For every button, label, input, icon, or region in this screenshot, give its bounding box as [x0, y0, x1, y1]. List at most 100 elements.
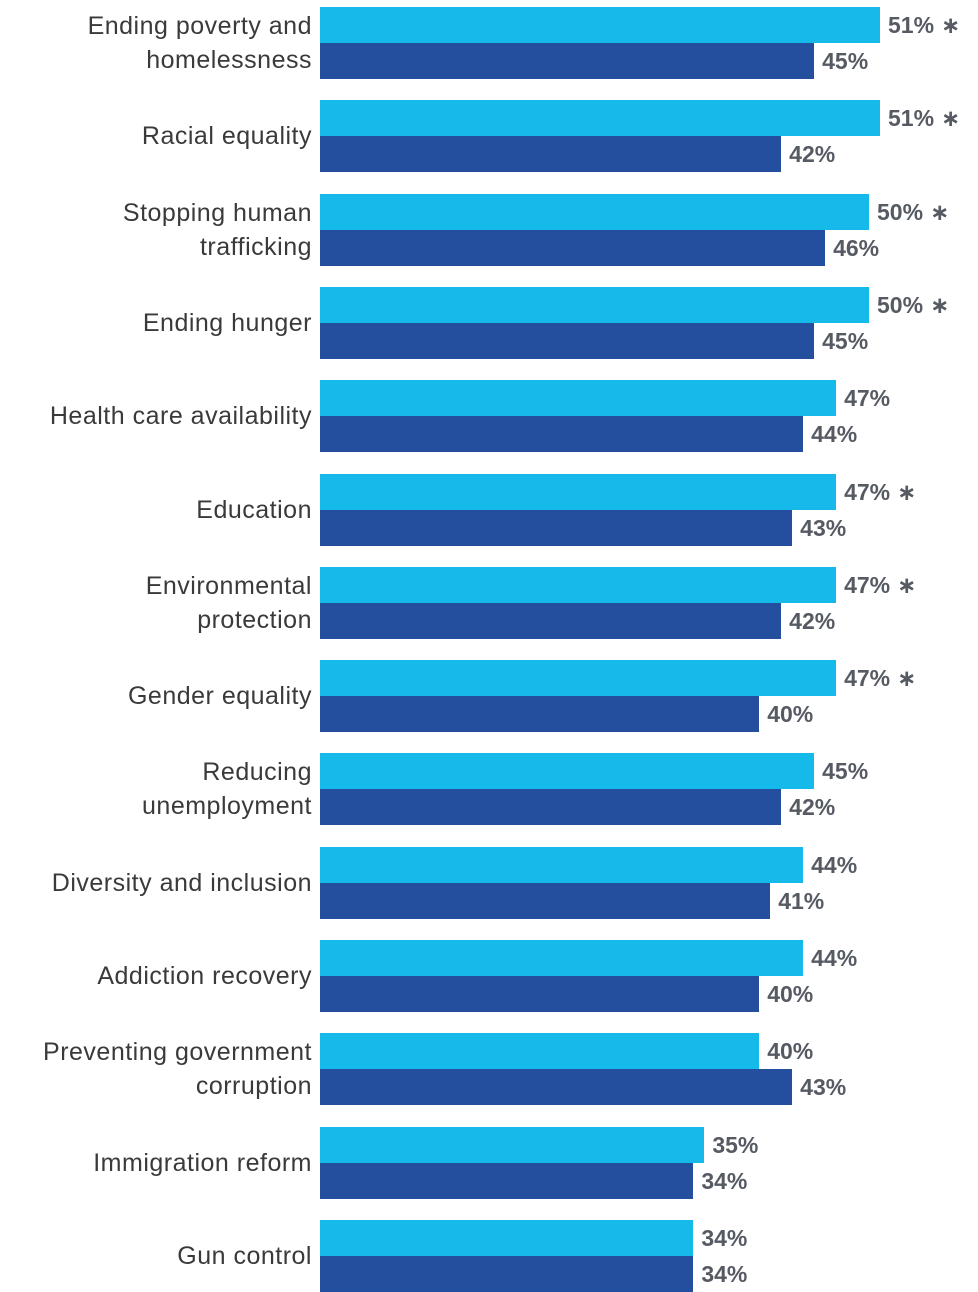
- data-label: 41%: [778, 883, 824, 919]
- category-label: Health care availability: [50, 399, 312, 433]
- bar-series-2: [320, 509, 793, 546]
- data-label: 47%: [844, 380, 890, 416]
- bar-series-1: [320, 1219, 694, 1256]
- category-label-line: homelessness: [146, 46, 312, 74]
- data-label-value: 40%: [767, 701, 814, 728]
- category-label-line: Preventing government: [43, 1038, 312, 1067]
- data-label-value: 45%: [822, 758, 869, 785]
- category-label-line: Stopping human: [122, 198, 312, 227]
- bar-series-2: [320, 136, 782, 173]
- data-label: 43%: [800, 510, 846, 546]
- category-label-line: Gun control: [177, 1241, 312, 1270]
- data-label: 40%: [767, 1033, 813, 1069]
- category-label: Gender equality: [128, 679, 312, 713]
- significance-marker: ∗: [930, 291, 950, 318]
- bar-series-1: [320, 940, 804, 976]
- category-label: Stopping human trafficking: [123, 196, 312, 264]
- significance-marker: ∗: [941, 12, 961, 38]
- data-label-value: 47%: [844, 385, 891, 412]
- category-label: Education: [196, 493, 312, 527]
- data-label: 34%: [701, 1220, 747, 1256]
- data-label-value: 40%: [767, 981, 814, 1007]
- data-label-value: 45%: [822, 327, 869, 354]
- data-label-value: 44%: [811, 421, 858, 448]
- category-label-line: Diversity and inclusion: [51, 868, 312, 897]
- data-label: 34%: [701, 1163, 747, 1199]
- data-label-value: 40%: [767, 1038, 814, 1065]
- bar-series-2: [320, 789, 782, 826]
- category-label-line: Racial equality: [141, 122, 312, 151]
- bar-series-2: [320, 976, 760, 1012]
- data-label-value: 43%: [800, 1074, 847, 1101]
- category-label-line: Addiction recovery: [97, 962, 312, 990]
- bar-series-1: [320, 660, 837, 697]
- data-label-value: 42%: [789, 794, 836, 821]
- bar-series-2: [320, 229, 826, 266]
- significance-marker: ∗: [897, 665, 917, 692]
- category-label-line: protection: [197, 605, 312, 634]
- data-label-value: 34%: [701, 1224, 748, 1251]
- data-label: 42%: [789, 789, 835, 825]
- data-label: 40%: [767, 696, 813, 732]
- bar-series-2: [320, 322, 815, 359]
- data-label: 51% ∗: [888, 100, 960, 136]
- category-label-line: Immigration reform: [93, 1148, 312, 1177]
- data-label-value: 50%: [877, 291, 924, 318]
- category-label-line: corruption: [195, 1072, 312, 1101]
- category-label-line: Health care availability: [49, 402, 312, 431]
- category-label-line: Reducing: [202, 758, 312, 787]
- data-label-value: 42%: [789, 141, 836, 168]
- bar-series-2: [320, 1255, 694, 1292]
- category-label-line: Environmental: [145, 571, 312, 600]
- data-label: 46%: [833, 230, 879, 266]
- data-label: 42%: [789, 603, 835, 639]
- bar-series-1: [320, 100, 880, 137]
- data-label-value: 34%: [701, 1167, 748, 1194]
- data-label: 45%: [822, 43, 868, 79]
- data-label-value: 47%: [844, 571, 891, 598]
- bar-series-2: [320, 1162, 694, 1199]
- category-label: Ending hunger: [143, 306, 312, 340]
- bar-series-1: [320, 7, 880, 43]
- data-label-value: 45%: [822, 48, 869, 74]
- bar-series-2: [320, 43, 815, 79]
- bar-series-1: [320, 846, 804, 883]
- category-label: Reducing unemployment: [142, 755, 312, 823]
- bar-series-1: [320, 286, 870, 323]
- data-label-value: 35%: [712, 1131, 759, 1158]
- bar-series-2: [320, 1069, 793, 1106]
- category-label-line: Ending hunger: [142, 308, 312, 337]
- significance-marker: ∗: [930, 198, 950, 225]
- category-label: Addiction recovery: [97, 959, 312, 993]
- bar-series-1: [320, 1033, 760, 1070]
- bar-series-1: [320, 193, 870, 230]
- data-label-value: 44%: [811, 945, 858, 971]
- data-label: 34%: [701, 1256, 747, 1292]
- data-label: 42%: [789, 136, 835, 172]
- data-label: 47% ∗: [844, 567, 916, 603]
- data-label-value: 44%: [811, 851, 858, 878]
- bar-series-2: [320, 882, 771, 919]
- category-label-line: Gender equality: [127, 682, 312, 711]
- bar-series-1: [320, 473, 837, 510]
- data-label: 45%: [822, 323, 868, 359]
- data-label: 35%: [712, 1127, 758, 1163]
- bar-series-1: [320, 1126, 705, 1163]
- data-label: 50% ∗: [877, 194, 949, 230]
- data-label: 44%: [811, 847, 857, 883]
- bar-series-1: [320, 380, 837, 417]
- category-label: Immigration reform: [93, 1146, 312, 1180]
- data-label: 47% ∗: [844, 474, 916, 510]
- data-label-value: 41%: [778, 887, 825, 914]
- bar-series-2: [320, 602, 782, 639]
- significance-marker: ∗: [897, 571, 917, 598]
- data-label-value: 51%: [888, 105, 935, 132]
- data-label: 40%: [767, 976, 813, 1012]
- data-label: 43%: [800, 1069, 846, 1105]
- category-label: Environmental protection: [146, 569, 312, 637]
- bar-series-1: [320, 566, 837, 603]
- bar-series-2: [320, 696, 760, 733]
- data-label-value: 43%: [800, 514, 847, 541]
- significance-marker: ∗: [897, 478, 917, 505]
